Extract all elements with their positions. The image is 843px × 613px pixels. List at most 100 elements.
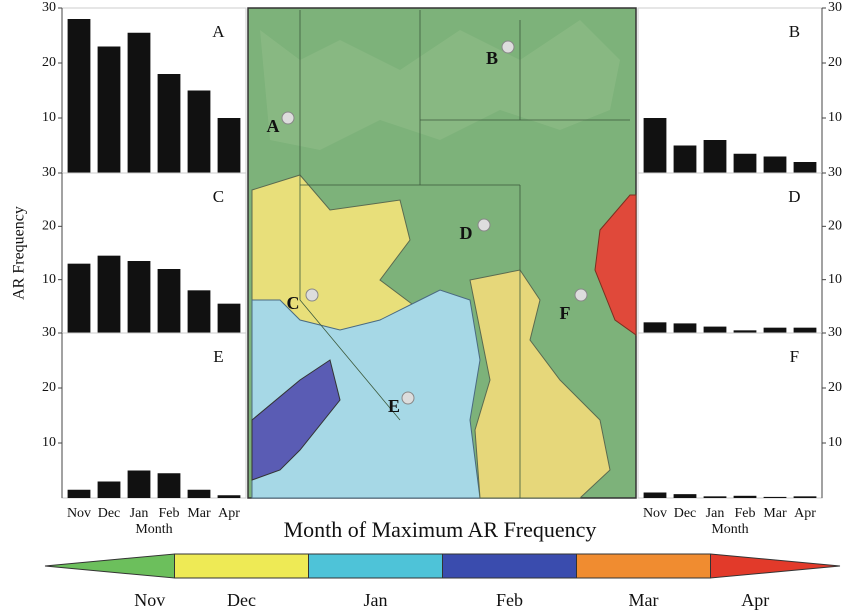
- map-label: E: [388, 396, 400, 416]
- site-marker: [502, 41, 514, 53]
- site-marker: [402, 392, 414, 404]
- bar: [764, 497, 787, 498]
- bar: [98, 256, 121, 333]
- map-label: D: [460, 223, 473, 243]
- colorbar-arrow: [45, 554, 175, 578]
- colorbar-segment: [577, 554, 711, 578]
- figure: Month of Maximum AR Frequency AR Frequen…: [0, 0, 843, 613]
- bar: [128, 471, 151, 499]
- bar: [68, 490, 91, 498]
- site-marker: [575, 289, 587, 301]
- bar: [704, 140, 727, 173]
- bar: [68, 264, 91, 333]
- colorbar-label: Jan: [364, 590, 388, 610]
- x-tick-label: Dec: [98, 506, 121, 521]
- bar: [644, 322, 667, 333]
- y-tick-label: 10: [828, 110, 842, 125]
- x-tick-label: Apr: [794, 506, 816, 521]
- y-tick-label: 30: [42, 165, 56, 180]
- site-marker: [282, 112, 294, 124]
- panel-label: A: [212, 22, 225, 41]
- bar: [644, 493, 667, 499]
- bar: [764, 328, 787, 333]
- bar: [734, 154, 757, 173]
- x-tick-label: Feb: [735, 506, 756, 521]
- bar: [764, 157, 787, 174]
- y-tick-label: 30: [828, 0, 842, 15]
- y-axis-label: AR Frequency: [11, 206, 28, 300]
- y-tick-label: 30: [42, 325, 56, 340]
- x-axis-label: Month: [711, 522, 748, 537]
- bar: [734, 496, 757, 498]
- panel-label: F: [790, 347, 799, 366]
- bar: [218, 304, 241, 333]
- bar: [98, 47, 121, 174]
- panel-label: B: [789, 22, 800, 41]
- x-tick-label: Apr: [218, 506, 240, 521]
- x-tick-label: Mar: [763, 506, 787, 521]
- bar: [218, 495, 241, 498]
- map: [248, 8, 636, 498]
- colorbar-arrow: [711, 554, 841, 578]
- bar: [68, 19, 91, 173]
- bar: [674, 146, 697, 174]
- colorbar-label: Nov: [134, 590, 165, 610]
- bar: [98, 482, 121, 499]
- y-tick-label: 20: [828, 380, 842, 395]
- colorbar-label: Apr: [741, 590, 769, 610]
- bar: [158, 269, 181, 333]
- bar: [674, 494, 697, 498]
- site-marker: [306, 289, 318, 301]
- bar: [674, 323, 697, 333]
- panel-label: C: [213, 187, 224, 206]
- x-tick-label: Nov: [643, 506, 667, 521]
- site-marker: [478, 219, 490, 231]
- bar: [128, 261, 151, 333]
- colorbar-label: Mar: [629, 590, 659, 610]
- colorbar-segment: [443, 554, 577, 578]
- bar: [128, 33, 151, 173]
- x-axis-label: Month: [135, 522, 172, 537]
- bar: [218, 118, 241, 173]
- y-tick-label: 10: [42, 435, 56, 450]
- bar: [794, 328, 817, 333]
- x-tick-label: Dec: [674, 506, 697, 521]
- map-label: A: [267, 116, 280, 136]
- x-tick-label: Jan: [706, 506, 725, 521]
- colorbar-segment: [175, 554, 309, 578]
- bar: [158, 473, 181, 498]
- bar: [188, 290, 211, 333]
- y-tick-label: 20: [42, 380, 56, 395]
- y-tick-label: 30: [828, 325, 842, 340]
- panel-label: D: [788, 187, 800, 206]
- colorbar-label: Feb: [496, 590, 523, 610]
- y-tick-label: 10: [42, 272, 56, 287]
- y-tick-label: 20: [42, 55, 56, 70]
- y-tick-label: 10: [42, 110, 56, 125]
- map-label: B: [486, 48, 498, 68]
- y-tick-label: 20: [828, 55, 842, 70]
- y-tick-label: 30: [828, 165, 842, 180]
- colorbar-label: Dec: [227, 590, 256, 610]
- x-tick-label: Jan: [130, 506, 149, 521]
- bar: [704, 327, 727, 333]
- panel-label: E: [213, 347, 223, 366]
- bar: [158, 74, 181, 173]
- y-tick-label: 10: [828, 272, 842, 287]
- colorbar-segment: [309, 554, 443, 578]
- bar: [644, 118, 667, 173]
- bar: [704, 496, 727, 498]
- map-label: F: [560, 303, 571, 323]
- bar: [794, 162, 817, 173]
- bar: [794, 496, 817, 498]
- x-tick-label: Mar: [187, 506, 211, 521]
- y-tick-label: 10: [828, 435, 842, 450]
- colorbar-title: Month of Maximum AR Frequency: [284, 517, 597, 542]
- x-tick-label: Nov: [67, 506, 91, 521]
- bar: [188, 490, 211, 498]
- map-label: C: [287, 293, 300, 313]
- bar: [188, 91, 211, 174]
- y-tick-label: 20: [828, 219, 842, 234]
- y-tick-label: 30: [42, 0, 56, 15]
- x-tick-label: Feb: [159, 506, 180, 521]
